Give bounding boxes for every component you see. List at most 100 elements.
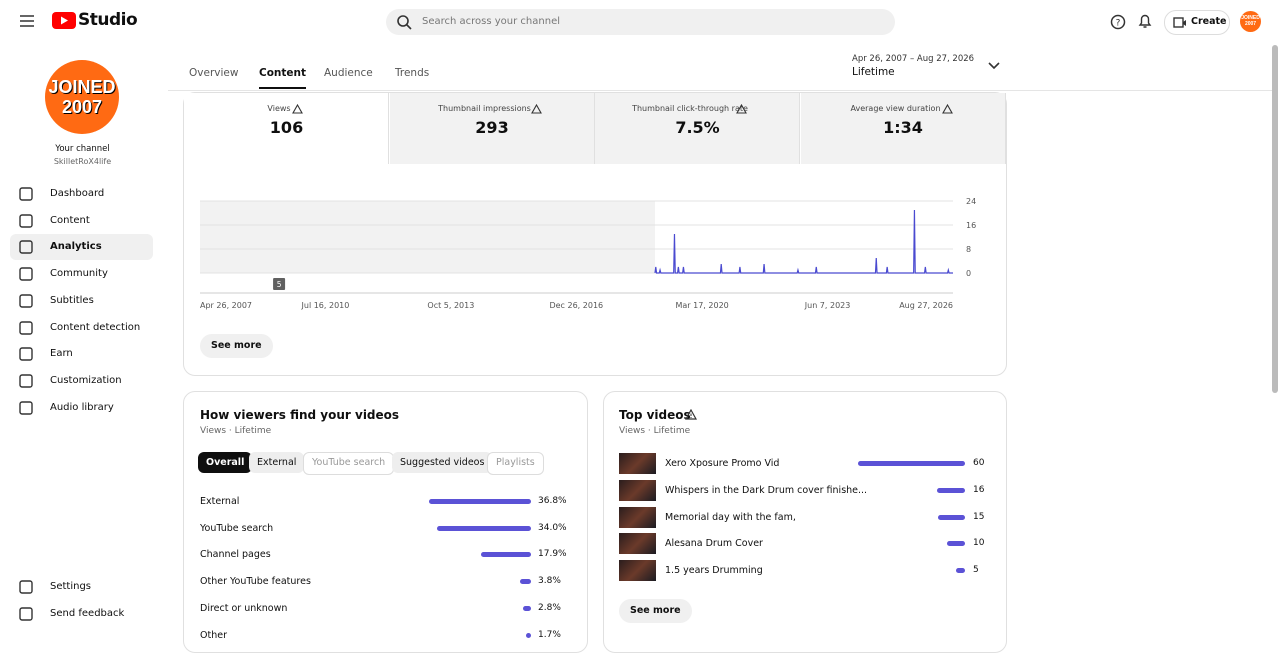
create-button[interactable]: Create bbox=[1164, 10, 1230, 35]
date-label[interactable]: Lifetime bbox=[852, 66, 895, 78]
top-bar: Studio Search across your channel ? Crea… bbox=[0, 0, 1280, 45]
tab[interactable]: Trends bbox=[395, 67, 430, 79]
metric-tile[interactable]: Thumbnail impressions 293 bbox=[389, 93, 595, 164]
traffic-card bbox=[183, 391, 588, 653]
see-more-button[interactable]: See more bbox=[619, 599, 692, 623]
icon-shape bbox=[19, 267, 33, 281]
filter-chip[interactable]: YouTube search bbox=[303, 452, 395, 475]
source-bar bbox=[520, 579, 531, 585]
nav-item[interactable]: Customization bbox=[10, 368, 153, 394]
logo-icon[interactable] bbox=[52, 12, 76, 29]
search-box[interactable]: Search across your channel bbox=[386, 9, 895, 35]
scrollbar[interactable] bbox=[1272, 45, 1278, 393]
nav-icon bbox=[19, 580, 33, 594]
source-value: 36.8% bbox=[538, 496, 567, 506]
menu-icon[interactable] bbox=[20, 15, 34, 27]
tab[interactable]: Audience bbox=[324, 67, 373, 79]
metric-value: 106 bbox=[269, 118, 304, 137]
source-bar bbox=[523, 605, 531, 611]
date-range[interactable]: Apr 26, 2007 – Aug 27, 2026 bbox=[852, 54, 975, 64]
icon-shape bbox=[19, 606, 33, 621]
nav-item[interactable]: Earn bbox=[10, 341, 153, 367]
video-row[interactable]: Xero Xposure Promo Vid 60 bbox=[619, 453, 989, 474]
video-thumbnail bbox=[619, 479, 656, 501]
source-label: External bbox=[200, 496, 240, 507]
nav-item[interactable]: Subtitles bbox=[10, 288, 153, 314]
video-views: 15 bbox=[973, 511, 985, 522]
icon-shape bbox=[19, 187, 33, 201]
nav-item[interactable]: Settings bbox=[10, 574, 153, 600]
account-avatar[interactable]: JOINED 2007 bbox=[1240, 11, 1261, 32]
source-label: Other bbox=[200, 629, 227, 641]
nav-label: Send feedback bbox=[50, 607, 125, 619]
icon-shape bbox=[19, 400, 33, 415]
video-views: 10 bbox=[973, 538, 985, 549]
source-bar bbox=[481, 552, 531, 558]
metric-tile[interactable]: Average view duration 1:34 bbox=[800, 93, 1006, 164]
nav-icon bbox=[19, 187, 33, 201]
create-icon bbox=[1173, 17, 1186, 28]
icon-shape bbox=[19, 294, 33, 308]
filter-chip[interactable]: External bbox=[249, 452, 305, 473]
nav-item[interactable]: Analytics bbox=[10, 234, 153, 261]
nav-label: Earn bbox=[50, 348, 73, 360]
nav-label: Analytics bbox=[50, 241, 102, 253]
nav-item[interactable]: Dashboard bbox=[10, 181, 153, 207]
badge-line: JOINED bbox=[48, 77, 116, 97]
create-label: Create bbox=[1191, 16, 1227, 27]
metric-tile[interactable]: Views 106 bbox=[184, 93, 389, 164]
channel-handle: SkilletRoX4life bbox=[53, 157, 112, 166]
nav-item[interactable]: Content detection bbox=[10, 315, 153, 341]
metric-value: 1:34 bbox=[883, 118, 923, 137]
top-videos-title: Top videos bbox=[619, 408, 691, 422]
source-value: 34.0% bbox=[538, 522, 567, 533]
nav-item[interactable]: Content bbox=[10, 208, 153, 234]
video-bar bbox=[936, 487, 965, 493]
video-row[interactable]: Memorial day with the fam, 15 bbox=[619, 506, 989, 528]
nav-icon bbox=[19, 240, 33, 255]
nav-label: Audio library bbox=[50, 401, 114, 413]
video-row[interactable]: Whispers in the Dark Drum cover finishe.… bbox=[619, 479, 989, 501]
icon-shape bbox=[19, 374, 33, 388]
sidebar: JOINED 2007 Your channel SkilletRoX4life … bbox=[0, 45, 165, 637]
nav-label: Community bbox=[50, 268, 108, 280]
filter-chip[interactable]: Playlists bbox=[487, 452, 544, 475]
source-bar bbox=[436, 525, 531, 531]
metric-tile[interactable]: Thumbnail click-through rate 7.5% bbox=[595, 93, 800, 164]
nav-icon bbox=[19, 374, 33, 388]
video-row[interactable]: 1.5 years Drumming 5 bbox=[619, 560, 989, 582]
date-dropdown-icon[interactable] bbox=[988, 62, 1000, 70]
your-channel: Your channel bbox=[55, 144, 110, 154]
metric-label: Average view duration bbox=[850, 104, 941, 113]
nav-icon bbox=[19, 294, 33, 308]
icon-shape bbox=[19, 580, 33, 594]
source-label: Direct or unknown bbox=[200, 602, 288, 614]
divider bbox=[168, 90, 1272, 91]
video-title: Memorial day with the fam, bbox=[665, 511, 796, 523]
help-icon[interactable]: ? bbox=[1110, 14, 1126, 30]
video-row[interactable]: Alesana Drum Cover 10 bbox=[619, 533, 989, 555]
video-thumbnail bbox=[619, 506, 656, 528]
avatar-line: JOINED bbox=[1241, 15, 1260, 21]
warning-icon bbox=[941, 104, 953, 114]
warning-icon bbox=[292, 104, 303, 114]
channel-avatar[interactable]: JOINED 2007 bbox=[45, 60, 119, 134]
warning-icon bbox=[530, 104, 542, 114]
tab[interactable]: Overview bbox=[189, 67, 239, 79]
metric-label: Views bbox=[267, 104, 291, 113]
icon-shape bbox=[19, 240, 33, 255]
filter-chip[interactable]: Overall bbox=[198, 452, 253, 473]
see-more-button[interactable]: See more bbox=[200, 334, 273, 358]
tab[interactable]: Content bbox=[259, 67, 307, 89]
nav-label: Content bbox=[50, 214, 90, 226]
video-views: 60 bbox=[973, 458, 985, 468]
metric-value: 293 bbox=[475, 118, 509, 137]
nav-item[interactable]: Send feedback bbox=[10, 601, 153, 627]
nav-item[interactable]: Audio library bbox=[10, 395, 153, 421]
video-thumbnail bbox=[619, 533, 656, 555]
video-bar bbox=[858, 461, 965, 466]
filter-chip[interactable]: Suggested videos bbox=[392, 452, 493, 473]
nav-item[interactable]: Community bbox=[10, 261, 153, 287]
notifications-icon[interactable] bbox=[1138, 13, 1152, 29]
top-videos-subtitle: Views · Lifetime bbox=[619, 426, 691, 436]
